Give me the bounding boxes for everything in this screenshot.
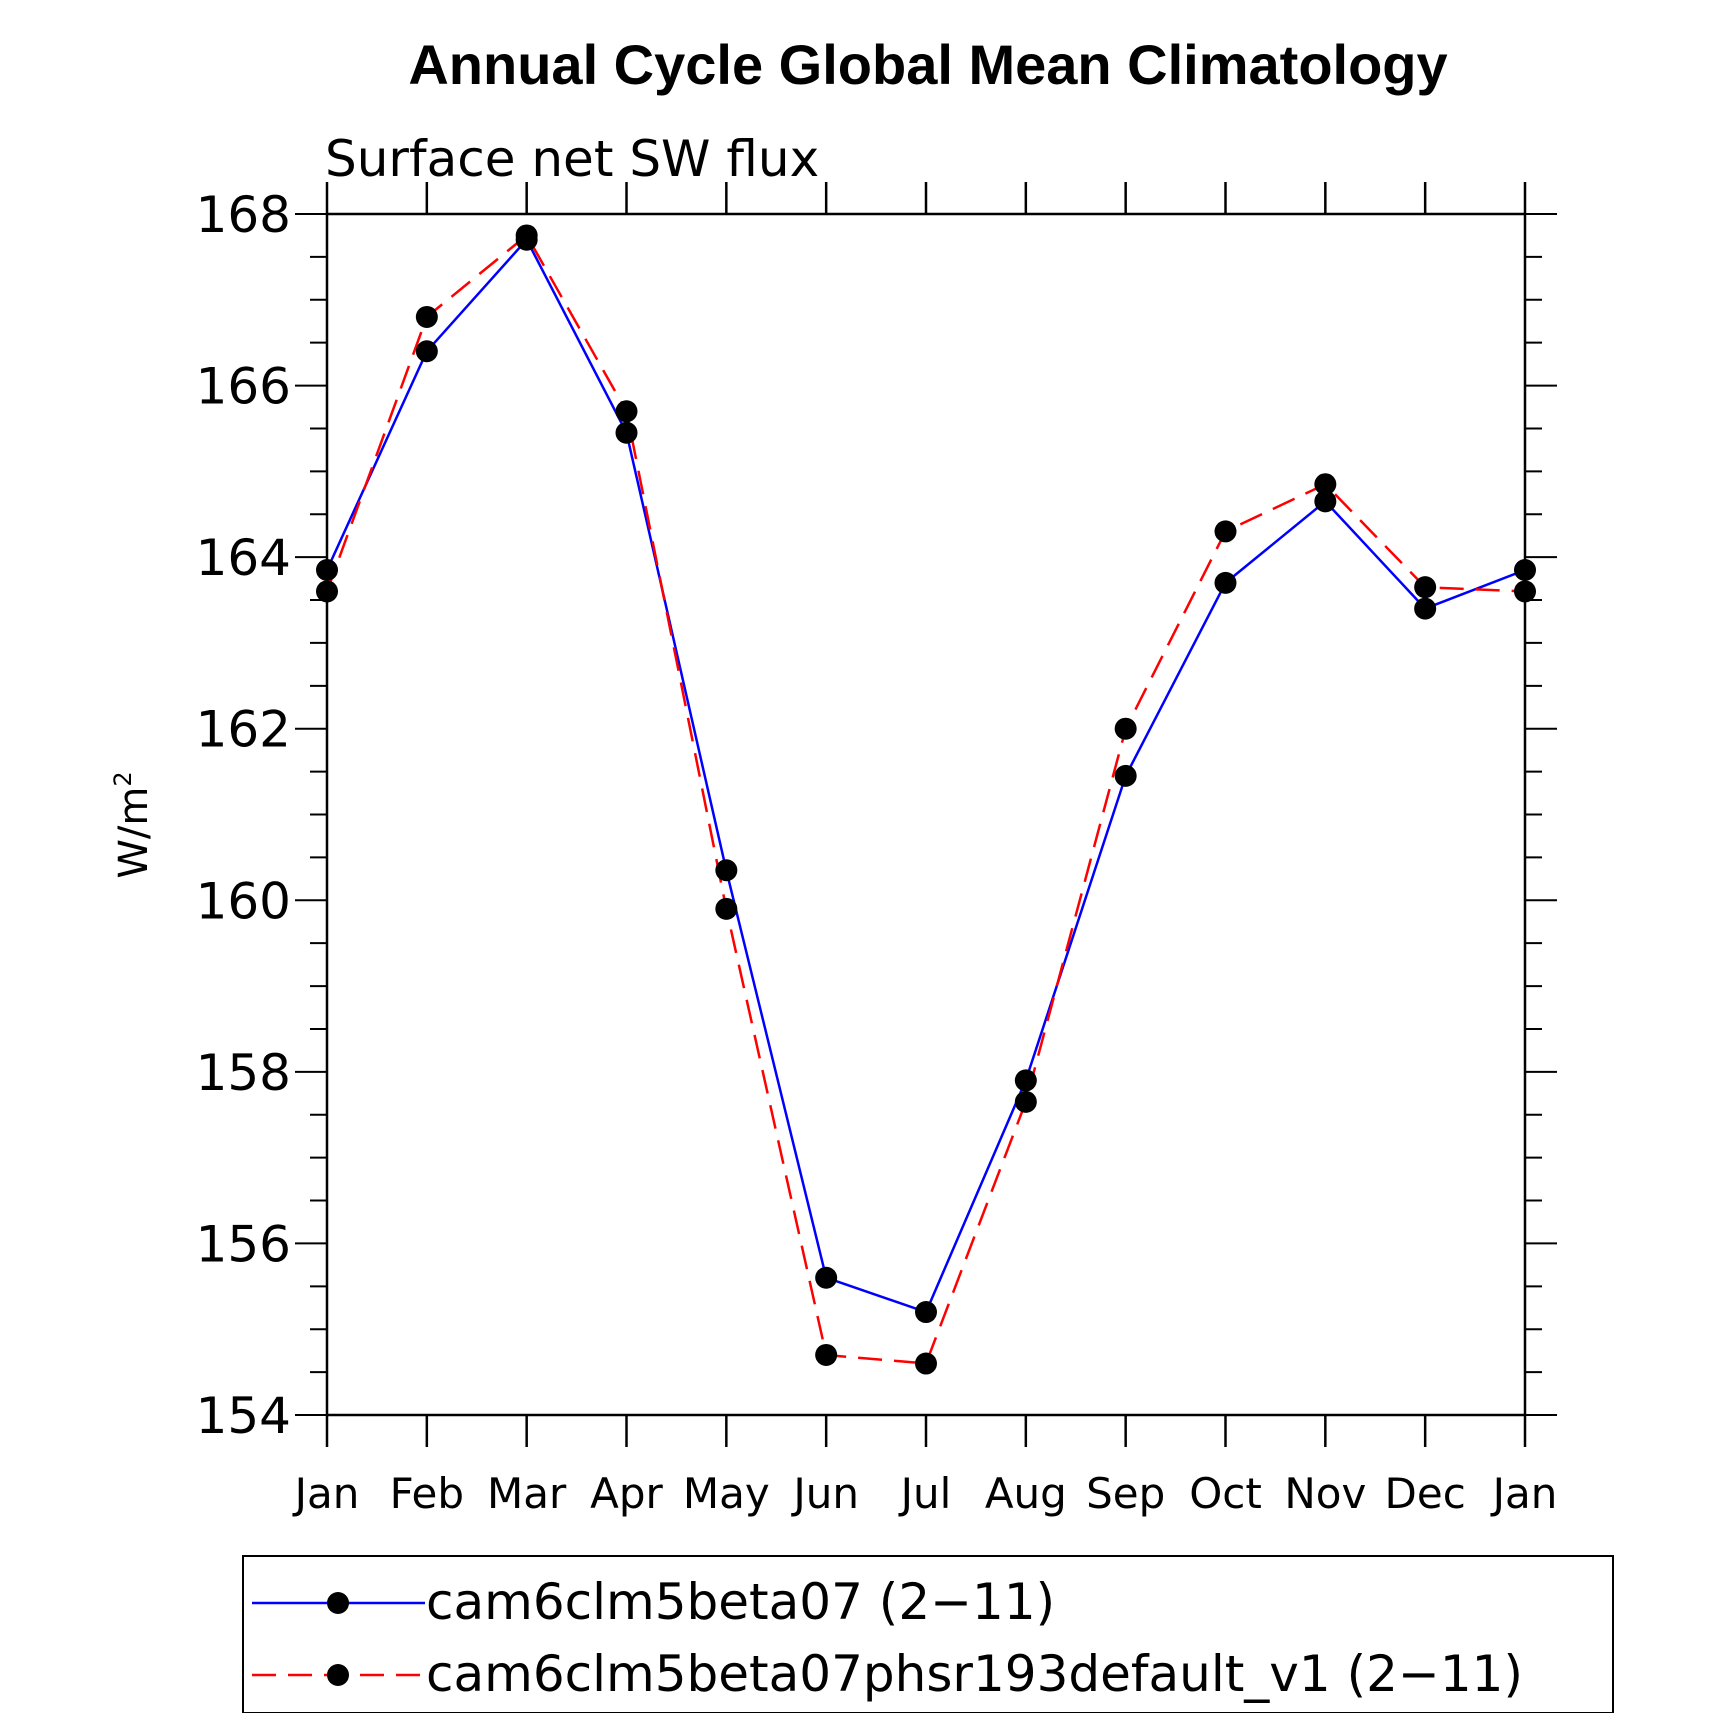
y-tick-label: 158 <box>196 1044 291 1102</box>
series-2-point <box>1514 580 1536 603</box>
x-tick-label: Jul <box>898 1469 952 1518</box>
x-tick-label: Jun <box>790 1469 859 1518</box>
x-tick-label: Jan <box>292 1469 360 1518</box>
series-2-point <box>316 580 338 603</box>
legend: cam6clm5beta07 (2−11) cam6clm5beta07phsr… <box>242 1555 1614 1713</box>
x-tick-label: Dec <box>1385 1469 1466 1518</box>
series-1-point <box>415 340 438 363</box>
series-1-point <box>1014 1069 1037 1092</box>
axes: 154 156 158 160 162 164 166 168 Jan Feb Mar Apr May J… <box>196 182 1558 1518</box>
y-tick-label: 168 <box>196 186 291 244</box>
y-axis-label-unit: W/m <box>111 787 157 879</box>
x-tick-label: Jan <box>1490 1469 1558 1518</box>
series-layer <box>316 224 1536 1375</box>
x-tick-label: Nov <box>1284 1469 1366 1518</box>
series-1-point <box>316 559 338 582</box>
x-tick-label: Apr <box>590 1469 663 1518</box>
series-2-point <box>915 1352 937 1375</box>
chart-subtitle: Surface net SW flux <box>325 130 819 188</box>
series-2-point <box>615 400 638 423</box>
y-tick-label: 160 <box>196 872 291 930</box>
x-tick-label: May <box>683 1469 770 1518</box>
series-1-point <box>815 1266 838 1289</box>
x-tick-label: Oct <box>1189 1469 1262 1518</box>
legend-entry-1: cam6clm5beta07 (2−11) <box>426 1573 1055 1631</box>
y-tick-label: 164 <box>196 529 291 587</box>
series-1-point <box>1414 597 1437 620</box>
y-tick-label: 166 <box>196 358 291 416</box>
series-2-point <box>415 305 438 328</box>
y-tick-label: 156 <box>196 1215 291 1273</box>
series-1-point <box>915 1301 937 1324</box>
series-2-point <box>1014 1090 1037 1113</box>
legend-entry-2: cam6clm5beta07phsr193default_v1 (2−11) <box>426 1645 1523 1703</box>
series-2-point <box>715 897 738 920</box>
chart-title: Annual Cycle Global Mean Climatology <box>408 33 1447 96</box>
series-2-point <box>1414 576 1437 599</box>
x-tick-label: Aug <box>985 1469 1067 1518</box>
y-axis-label-superscript: 2 <box>109 771 137 786</box>
series-1-point <box>615 421 638 444</box>
y-tick-label: 154 <box>196 1387 291 1445</box>
series-1-point <box>1114 764 1137 787</box>
legend-swatch-marker <box>327 1664 349 1686</box>
x-tick-label: Sep <box>1086 1469 1165 1518</box>
series-1-point <box>1314 490 1337 513</box>
series-2-point <box>1114 717 1137 740</box>
legend-box <box>242 1555 1614 1713</box>
y-axis-label: W/m2 <box>109 771 157 878</box>
y-tick-label: 162 <box>196 701 291 759</box>
series-2-point <box>1314 473 1337 496</box>
legend-swatch-marker <box>327 1592 349 1614</box>
series-2-point <box>1214 520 1237 543</box>
series-2-point <box>815 1343 838 1366</box>
series-1-point <box>1214 571 1237 594</box>
x-tick-label: Mar <box>487 1469 567 1518</box>
series-1-point <box>1514 559 1536 582</box>
series-1-point <box>715 859 738 882</box>
x-tick-label: Feb <box>390 1469 464 1518</box>
series-2-point <box>515 224 538 247</box>
